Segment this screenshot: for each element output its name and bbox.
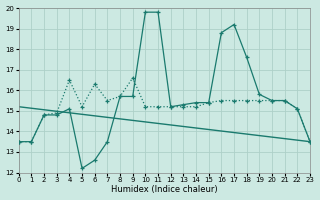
X-axis label: Humidex (Indice chaleur): Humidex (Indice chaleur) bbox=[111, 185, 218, 194]
